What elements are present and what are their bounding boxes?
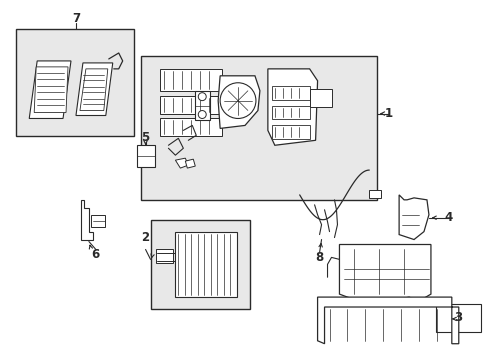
Polygon shape: [398, 195, 428, 239]
Polygon shape: [34, 67, 68, 113]
Bar: [155, 249, 173, 264]
Polygon shape: [317, 297, 458, 344]
Circle shape: [198, 111, 206, 118]
Bar: [271, 86, 309, 100]
Polygon shape: [185, 159, 195, 168]
Bar: [271, 125, 309, 139]
Text: 2: 2: [141, 231, 149, 244]
Text: 7: 7: [72, 12, 80, 25]
Bar: [16, 29, 133, 136]
Text: 8: 8: [315, 251, 323, 264]
Bar: [141, 56, 376, 200]
Polygon shape: [195, 91, 210, 121]
Bar: [435, 304, 480, 332]
Bar: [136, 145, 154, 167]
Text: 3: 3: [453, 311, 461, 324]
Bar: [150, 220, 249, 309]
Polygon shape: [76, 63, 113, 116]
Polygon shape: [175, 158, 188, 168]
Bar: [91, 215, 104, 227]
Bar: [160, 118, 222, 136]
Polygon shape: [267, 69, 317, 145]
Polygon shape: [218, 76, 260, 129]
Bar: [160, 69, 222, 91]
Text: 1: 1: [385, 107, 392, 120]
Circle shape: [220, 83, 255, 118]
Text: 5: 5: [141, 131, 149, 144]
Polygon shape: [29, 61, 71, 118]
Circle shape: [198, 93, 206, 100]
Polygon shape: [339, 244, 430, 301]
Text: 4: 4: [444, 211, 452, 224]
Bar: [368, 190, 381, 198]
Bar: [309, 89, 331, 107]
Polygon shape: [81, 200, 93, 239]
Bar: [175, 231, 237, 297]
Polygon shape: [80, 69, 107, 111]
Bar: [160, 96, 222, 113]
Text: 6: 6: [92, 248, 100, 261]
Bar: [271, 105, 309, 120]
